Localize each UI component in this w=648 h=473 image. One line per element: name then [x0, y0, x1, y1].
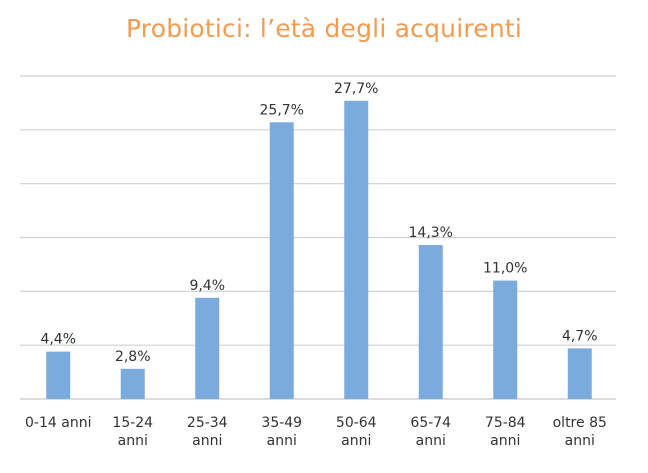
bar [493, 280, 518, 399]
bar [344, 100, 369, 399]
data-label: 4,4% [40, 332, 76, 348]
x-tick-label: 65-74 [410, 415, 451, 431]
bar [418, 245, 443, 399]
x-tick-label: anni [490, 433, 520, 449]
x-tick-label: 75-84 [485, 415, 526, 431]
x-tick-label: 15-24 [112, 415, 153, 431]
bar [46, 351, 71, 399]
x-tick-label: oltre 85 [553, 415, 607, 431]
data-label: 2,8% [115, 349, 151, 365]
x-tick-label: anni [192, 433, 222, 449]
data-label: 9,4% [189, 278, 225, 294]
bar [195, 297, 220, 399]
data-label: 4,7% [562, 328, 598, 344]
data-label: 25,7% [260, 102, 304, 118]
data-label: 11,0% [483, 261, 527, 277]
x-tick-label: 35-49 [261, 415, 302, 431]
x-tick-label: 50-64 [336, 415, 377, 431]
data-label: 14,3% [409, 225, 453, 241]
x-tick-label: anni [341, 433, 371, 449]
x-tick-label: 0-14 anni [25, 415, 91, 431]
bar [120, 368, 145, 399]
x-tick-label: 25-34 [187, 415, 228, 431]
bar [567, 348, 592, 399]
data-label: 27,7% [334, 81, 378, 97]
chart-title: Probiotici: l’età degli acquirenti [125, 14, 523, 43]
x-tick-label: anni [118, 433, 148, 449]
x-tick-label: anni [267, 433, 297, 449]
x-tick-label: anni [565, 433, 595, 449]
bar [269, 122, 294, 400]
x-tick-label: anni [416, 433, 446, 449]
